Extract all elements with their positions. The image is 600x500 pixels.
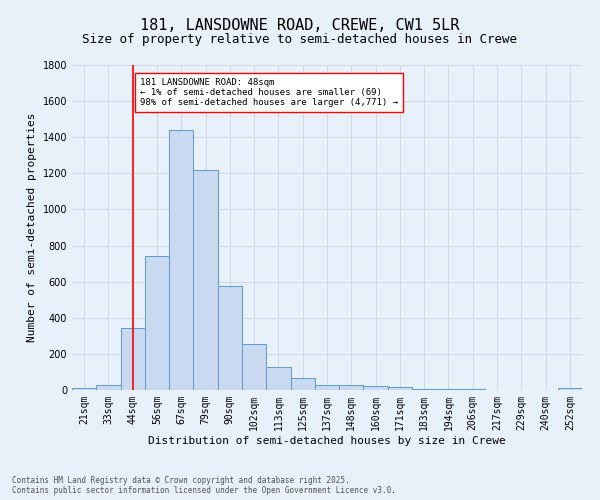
Bar <box>558 388 582 390</box>
Bar <box>169 130 193 390</box>
Bar <box>72 388 96 390</box>
Text: Size of property relative to semi-detached houses in Crewe: Size of property relative to semi-detach… <box>83 32 517 46</box>
Bar <box>290 378 315 390</box>
Bar <box>121 328 145 390</box>
Text: 181, LANSDOWNE ROAD, CREWE, CW1 5LR: 181, LANSDOWNE ROAD, CREWE, CW1 5LR <box>140 18 460 32</box>
Bar <box>315 384 339 390</box>
Bar <box>242 344 266 390</box>
Bar <box>436 389 461 390</box>
Bar <box>412 389 436 390</box>
Bar <box>96 384 121 390</box>
Bar <box>193 170 218 390</box>
Bar <box>388 388 412 390</box>
Text: Contains HM Land Registry data © Crown copyright and database right 2025.
Contai: Contains HM Land Registry data © Crown c… <box>12 476 396 495</box>
Text: 181 LANSDOWNE ROAD: 48sqm
← 1% of semi-detached houses are smaller (69)
98% of s: 181 LANSDOWNE ROAD: 48sqm ← 1% of semi-d… <box>140 78 398 108</box>
Bar <box>364 386 388 390</box>
Y-axis label: Number of semi-detached properties: Number of semi-detached properties <box>27 113 37 342</box>
Bar <box>218 286 242 390</box>
Bar <box>266 368 290 390</box>
X-axis label: Distribution of semi-detached houses by size in Crewe: Distribution of semi-detached houses by … <box>148 436 506 446</box>
Bar <box>339 385 364 390</box>
Bar <box>145 256 169 390</box>
